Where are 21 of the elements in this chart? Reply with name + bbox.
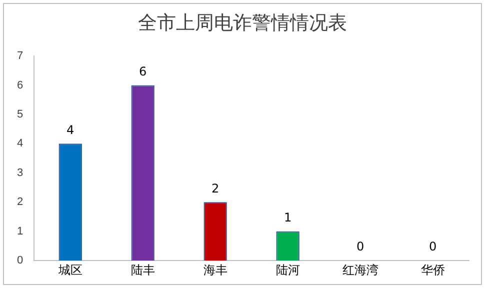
data-label: 0 [428, 240, 437, 254]
x-tick-label: 陆河 [276, 263, 300, 278]
data-label: 1 [284, 210, 292, 224]
x-tick-label: 海丰 [203, 263, 228, 278]
y-tick-label: 2 [16, 196, 24, 208]
y-tick-label: 5 [16, 108, 24, 120]
data-label: 6 [139, 64, 147, 78]
y-tick-label: 6 [16, 79, 24, 92]
y-tick-label: 7 [16, 50, 24, 62]
y-tick-label: 0 [16, 254, 24, 267]
data-label: 0 [356, 240, 364, 254]
data-label: 4 [66, 122, 74, 137]
chart-title: 全市上周电诈警情情况表 [137, 11, 348, 36]
x-tick-label: 华侨 [420, 263, 445, 278]
x-tick-label: 陆丰 [130, 263, 155, 278]
x-tick-label: 城区 [57, 263, 82, 278]
y-tick-label: 3 [16, 166, 24, 179]
y-tick-label: 1 [16, 225, 24, 238]
y-tick-label: 4 [16, 138, 24, 150]
data-label: 2 [212, 181, 220, 196]
x-tick-label: 红海湾 [342, 263, 378, 278]
